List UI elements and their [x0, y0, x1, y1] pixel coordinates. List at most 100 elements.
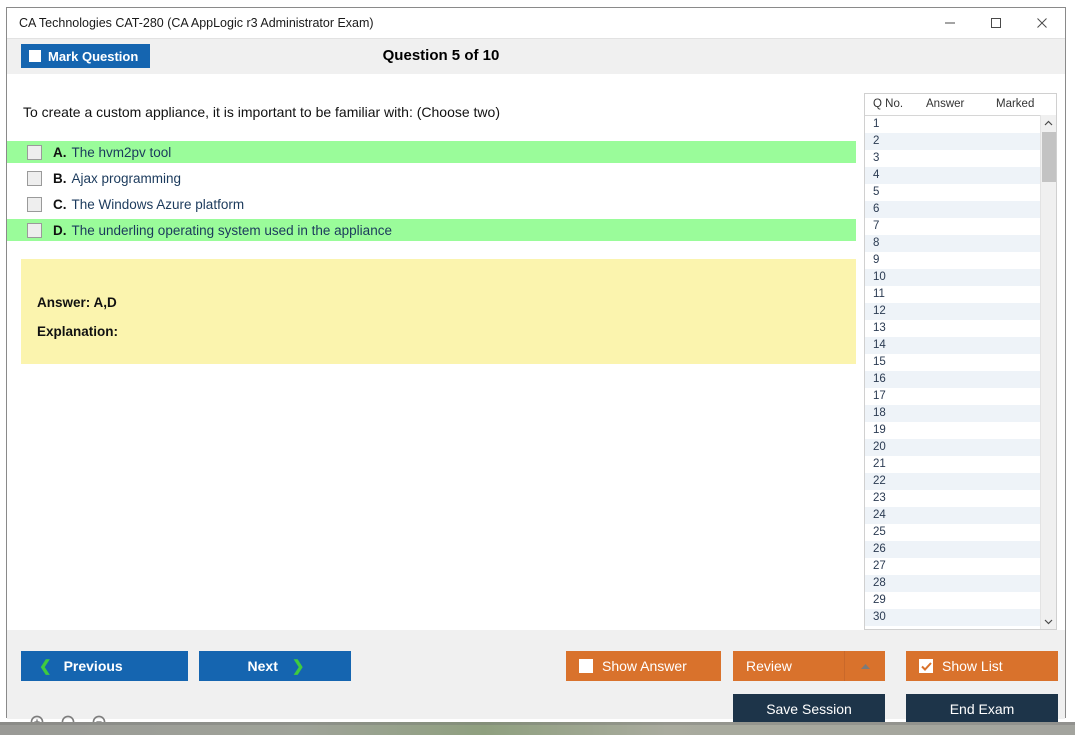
option-text: The hvm2pv tool — [71, 144, 172, 160]
end-exam-label: End Exam — [949, 701, 1015, 717]
explanation-label: Explanation: — [37, 324, 119, 339]
show-answer-checkbox-icon — [579, 659, 593, 673]
desktop-bottom-strip — [0, 722, 1075, 735]
previous-button[interactable]: ❮ Previous — [21, 651, 188, 681]
column-header-qno: Q No. — [873, 98, 904, 110]
option-letter: B. — [53, 170, 67, 186]
mark-question-button[interactable]: Mark Question — [21, 44, 151, 68]
option-row[interactable]: D. The underling operating system used in… — [7, 219, 856, 241]
maximize-icon — [990, 17, 1002, 29]
option-row[interactable]: C. The Windows Azure platform — [7, 193, 856, 215]
content-area: To create a custom appliance, it is impo… — [7, 74, 1065, 732]
question-list-row[interactable]: 22 — [865, 473, 1056, 490]
close-icon — [1036, 17, 1048, 29]
header-bar: Mark Question Question 5 of 10 — [7, 39, 1065, 74]
question-list-row[interactable]: 6 — [865, 201, 1056, 218]
question-list-row[interactable]: 29 — [873, 594, 886, 606]
show-answer-button[interactable]: Show Answer — [566, 651, 721, 681]
show-list-checkbox-icon — [919, 659, 933, 673]
maximize-button[interactable] — [973, 8, 1019, 38]
chevron-up-icon — [1044, 114, 1053, 132]
minimize-icon — [944, 17, 956, 29]
previous-label: Previous — [63, 658, 123, 674]
question-text: To create a custom appliance, it is impo… — [23, 104, 500, 120]
window-title: CA Technologies CAT-280 (CA AppLogic r3 … — [19, 16, 374, 30]
column-header-answer: Answer — [926, 98, 965, 110]
option-checkbox-icon[interactable] — [27, 196, 42, 212]
chevron-left-icon: ❮ — [39, 657, 52, 675]
question-list-row[interactable]: 15 — [873, 356, 886, 368]
question-list-row[interactable]: 20 — [865, 439, 1056, 456]
question-list-row[interactable]: 7 — [873, 220, 880, 232]
option-checkbox-icon[interactable] — [27, 222, 42, 238]
title-bar: CA Technologies CAT-280 (CA AppLogic r3 … — [7, 8, 1065, 39]
question-list-row[interactable]: 10 — [865, 269, 1056, 286]
question-list-row[interactable]: 2 — [865, 133, 1056, 150]
show-answer-label: Show Answer — [602, 658, 687, 674]
question-list-row[interactable]: 21 — [873, 458, 886, 470]
triangle-up-icon — [844, 651, 885, 681]
option-text: The Windows Azure platform — [71, 196, 245, 212]
chevron-down-icon — [1044, 612, 1053, 629]
question-list-row[interactable]: 28 — [865, 575, 1056, 592]
show-list-button[interactable]: Show List — [906, 651, 1058, 681]
question-list-header: Q No. Answer Marked — [865, 94, 1056, 116]
save-session-button[interactable]: Save Session — [733, 694, 885, 724]
question-list-body[interactable]: 1 2 3 4 5 6 7 8 9 10 11 12 13 14 15 16 17 18 19 20 21 22 23 24 2… — [865, 116, 1056, 629]
question-list-row[interactable]: 23 — [873, 492, 886, 504]
question-list-row[interactable]: 27 — [873, 560, 886, 572]
mark-question-checkbox-icon — [29, 50, 41, 62]
option-list: A. The hvm2pv tool B. Ajax programming C. The… — [7, 141, 856, 245]
option-checkbox-icon[interactable] — [27, 144, 42, 160]
option-letter: A. — [53, 144, 67, 160]
exam-window: CA Technologies CAT-280 (CA AppLogic r3 … — [6, 7, 1066, 732]
column-header-marked: Marked — [996, 98, 1035, 110]
question-list-row[interactable]: 25 — [873, 526, 886, 538]
bottom-toolbar: ❮ Previous Next ❯ Show Answer Review — [7, 630, 1065, 732]
question-counter: Question 5 of 10 — [382, 47, 500, 64]
option-letter: C. — [53, 196, 67, 212]
review-label: Review — [746, 658, 792, 674]
question-list-row[interactable]: 9 — [873, 254, 880, 266]
question-list-row[interactable]: 3 — [873, 152, 880, 164]
answer-explanation-panel: Answer: A,D Explanation: — [21, 259, 856, 364]
scroll-down-button[interactable] — [1041, 613, 1056, 629]
question-list-row[interactable]: 14 — [865, 337, 1056, 354]
option-text: Ajax programming — [71, 170, 182, 186]
window-shadow — [0, 722, 1075, 725]
next-label: Next — [247, 658, 278, 674]
end-exam-button[interactable]: End Exam — [906, 694, 1058, 724]
question-list-row[interactable]: 8 — [865, 235, 1056, 252]
question-list-panel: Q No. Answer Marked 1 2 3 4 5 6 7 8 9 10 11 12 13 14 1… — [864, 93, 1057, 630]
option-text: The underling operating system used in t… — [71, 222, 392, 238]
chevron-right-icon: ❯ — [291, 657, 305, 675]
question-list-row[interactable]: 13 — [873, 322, 886, 334]
option-letter: D. — [53, 222, 67, 238]
question-list-row[interactable]: 19 — [873, 424, 886, 436]
scroll-up-button[interactable] — [1041, 115, 1056, 131]
question-list-row[interactable]: 1 — [873, 118, 880, 130]
option-row[interactable]: B. Ajax programming — [7, 167, 856, 189]
question-list-row[interactable]: 30 — [865, 609, 1056, 626]
mark-question-label: Mark Question — [48, 48, 139, 64]
scrollbar-thumb[interactable] — [1042, 132, 1056, 182]
review-dropdown-button[interactable]: Review — [733, 651, 885, 681]
window-controls — [927, 8, 1065, 38]
question-list-row[interactable]: 26 — [865, 541, 1056, 558]
question-list-scrollbar[interactable] — [1040, 115, 1056, 629]
answer-label: Answer: A,D — [37, 295, 117, 310]
question-list-row[interactable]: 16 — [865, 371, 1056, 388]
question-list-row[interactable]: 12 — [865, 303, 1056, 320]
next-button[interactable]: Next ❯ — [199, 651, 351, 681]
option-row[interactable]: A. The hvm2pv tool — [7, 141, 856, 163]
option-checkbox-icon[interactable] — [27, 170, 42, 186]
minimize-button[interactable] — [927, 8, 973, 38]
close-button[interactable] — [1019, 8, 1065, 38]
question-list-row[interactable]: 24 — [865, 507, 1056, 524]
question-list-row[interactable]: 18 — [865, 405, 1056, 422]
question-list-row[interactable]: 4 — [865, 167, 1056, 184]
question-list-row[interactable]: 11 — [873, 288, 885, 300]
question-list-row[interactable]: 5 — [873, 186, 880, 198]
question-list-row[interactable]: 17 — [873, 390, 886, 402]
